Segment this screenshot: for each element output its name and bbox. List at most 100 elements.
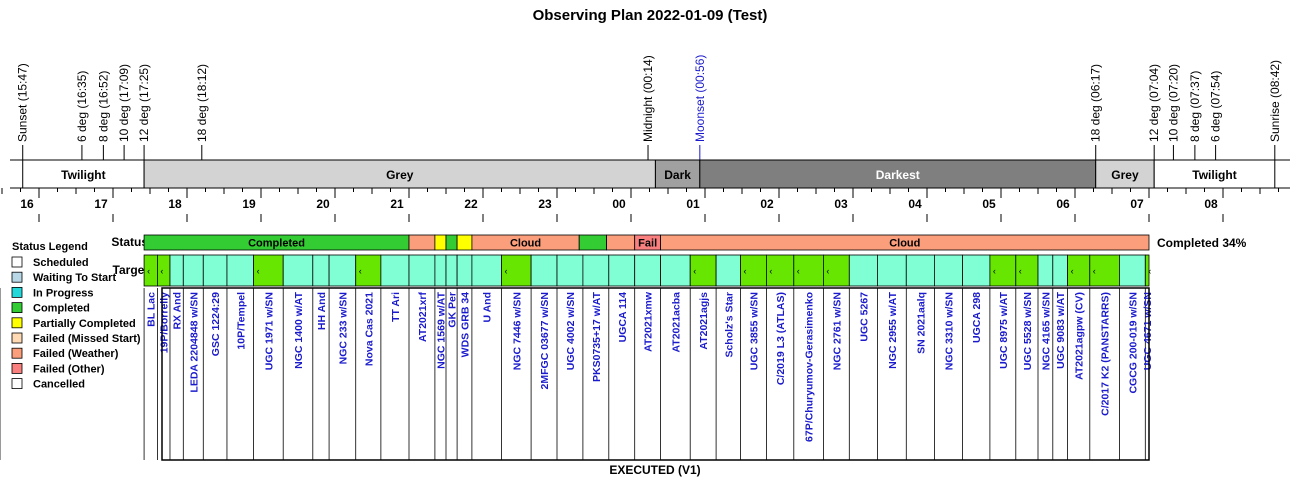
axis-tick-label: 16 (20, 197, 34, 211)
legend-title: Status Legend (12, 241, 88, 253)
target-name: LEDA 2204848 w/SN (188, 292, 200, 393)
legend-swatch (11, 378, 23, 390)
target-done-mark: ‹ (505, 266, 508, 276)
target-name: PKS0735+17 w/AT (591, 291, 603, 382)
status-segment (660, 234, 1150, 251)
target-cell (169, 254, 184, 287)
target-done-mark: ‹ (160, 266, 163, 276)
target-name: UGC 9083 w/AT (1055, 291, 1067, 368)
target-cell (1119, 254, 1146, 287)
sky-period-label: Twilight (1192, 168, 1236, 182)
legend-swatch (11, 256, 23, 268)
target-name: UGC 4002 w/SN (565, 292, 577, 370)
target-name: C/2019 L3 (ATLAS) (775, 292, 787, 385)
completed-summary: Completed 34% (1157, 236, 1247, 250)
target-name: UGC 4671 w/SN (1142, 292, 1154, 370)
target-cell (530, 254, 558, 287)
target-cell (445, 254, 458, 287)
target-name: BL Lac (146, 292, 158, 327)
legend-swatch (11, 271, 23, 283)
legend-item-label: Partially Completed (33, 318, 136, 330)
target-cell (471, 254, 502, 287)
target-cell (202, 254, 228, 287)
event-label: 6 deg (16:35) (75, 71, 89, 142)
target-name: C/2017 K2 (PANSTARRS) (1100, 292, 1112, 416)
legend-swatch (11, 286, 23, 298)
target-cell (556, 254, 584, 287)
target-name: 67P/Churyumov-Gerasimenko (804, 292, 816, 442)
target-name: Scholz's Star (723, 292, 735, 358)
axis-tick-label: 23 (538, 197, 552, 211)
target-cell (634, 254, 662, 287)
target-name: TT Ari (390, 292, 402, 322)
event-label: Moonset (00:56) (693, 55, 707, 142)
sky-period (22, 159, 145, 189)
target-cell (793, 254, 824, 287)
target-name: NGC 233 w/SN (337, 292, 349, 364)
event-label: Sunrise (08:42) (1268, 60, 1282, 142)
status-row: Completed Cloud Fail Cloud (143, 234, 1150, 251)
target-done-mark: ‹ (993, 266, 996, 276)
target-name: AT2021acba (670, 292, 682, 353)
status-row-label: Status (111, 235, 148, 249)
target-done-mark: ‹ (1071, 266, 1074, 276)
sky-period-label: Twilight (61, 168, 105, 182)
target-cell (1144, 254, 1150, 287)
time-axis: 16 17 18 19 20 21 22 23 00 01 02 03 04 05 06 07 08 (1, 188, 1279, 222)
axis-tick-label: 17 (94, 197, 108, 211)
status-segment-label: Fail (638, 238, 657, 250)
target-name: NGC 3310 w/SN (943, 292, 955, 370)
event-label: Sunset (15:47) (16, 63, 30, 142)
target-name: GK Per (447, 292, 459, 328)
target-name: UGCA 114 (617, 292, 629, 343)
target-cell (434, 254, 447, 287)
target-done-mark: ‹ (1148, 266, 1151, 276)
target-cell (766, 254, 795, 287)
axis-tick-label: 20 (316, 197, 330, 211)
sky-period-label: Darkest (876, 168, 920, 182)
target-cell (689, 254, 717, 287)
target-cell (848, 254, 878, 287)
status-segment (445, 234, 458, 251)
status-segment (578, 234, 607, 251)
target-name: 2MFGC 03677 w/SN (539, 292, 551, 389)
target-name: GSC 1224:29 (210, 292, 222, 356)
axis-tick-label: 05 (982, 197, 996, 211)
legend-item-label: Failed (Weather) (33, 348, 119, 360)
target-cell (660, 254, 691, 287)
targets-panel-frame (161, 287, 1150, 461)
legend-swatch (11, 317, 23, 329)
target-name: NGC 7446 w/SN (511, 292, 523, 370)
legend-swatch (11, 362, 23, 374)
axis-tick-label: 08 (1204, 197, 1218, 211)
target-cell (877, 254, 907, 287)
sky-period (143, 159, 656, 189)
target-name: SN 2021aalq (915, 292, 927, 354)
target-done-mark: ‹ (359, 266, 362, 276)
target-name: HH And (316, 292, 328, 330)
target-cell (253, 254, 284, 287)
target-name: 19P/Borrelly (159, 292, 171, 353)
event-label: 6 deg (07:54) (1209, 71, 1223, 142)
target-cell (1052, 254, 1069, 287)
target-name: AT2021agpw (CV) (1074, 292, 1086, 380)
event-label: 8 deg (16:52) (96, 71, 110, 142)
sky-bar: Twilight Grey Dark Darkest Grey Twilight (10, 159, 1290, 189)
target-cell (226, 254, 255, 287)
target-cell (328, 254, 357, 287)
legend-item-label: Completed (33, 303, 90, 315)
status-segment-label: Cloud (510, 238, 541, 250)
legend-item-label: Scheduled (33, 257, 89, 269)
target-cell (408, 254, 436, 287)
status-segment (408, 234, 436, 251)
target-done-mark: ‹ (744, 266, 747, 276)
target-done-mark: ‹ (826, 266, 829, 276)
target-name: UGC 5267 (858, 292, 870, 342)
sky-events: Sunset (15:47) 6 deg (16:35) 8 deg (16:52)… (16, 55, 1282, 160)
target-cell (934, 254, 963, 287)
legend-item-label: Waiting To Start (33, 272, 116, 284)
target-name: 10P/Tempel (235, 292, 247, 350)
axis-tick-label: 19 (242, 197, 256, 211)
target-name: NGC 2761 w/SN (831, 292, 843, 370)
